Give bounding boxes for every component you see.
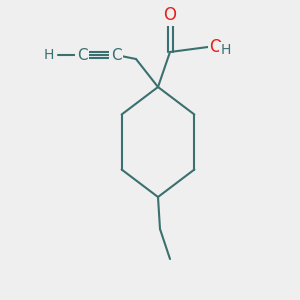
- Text: C: C: [111, 47, 121, 62]
- Text: H: H: [221, 43, 231, 57]
- Text: O: O: [209, 38, 223, 56]
- Text: C: C: [77, 47, 87, 62]
- Text: H: H: [44, 48, 54, 62]
- Text: O: O: [164, 6, 176, 24]
